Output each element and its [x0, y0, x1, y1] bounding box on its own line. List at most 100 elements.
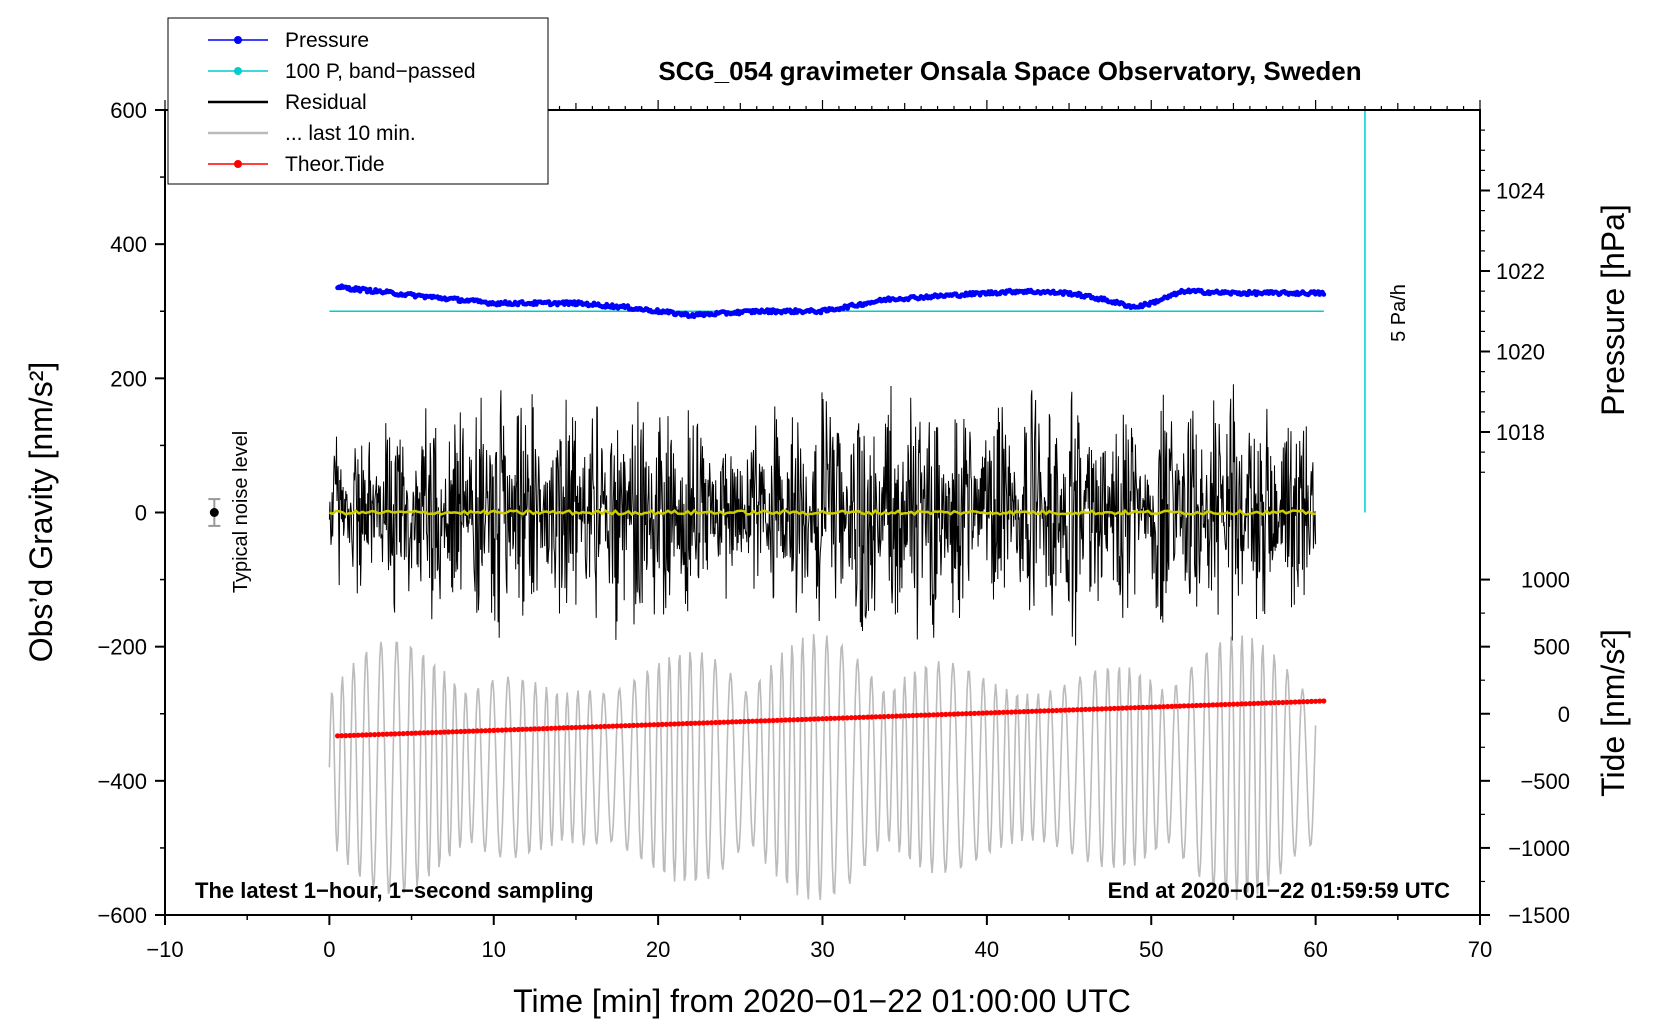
tide-point — [1251, 700, 1257, 707]
tide-point — [980, 710, 986, 716]
tide-point — [684, 720, 690, 727]
x-axis-title: Time [min] from 2020−01−22 01:00:00 UTC — [513, 983, 1131, 1019]
tide-point — [688, 720, 694, 727]
tide-point — [1308, 698, 1315, 705]
tide-point — [532, 726, 538, 732]
tide-point — [1124, 705, 1130, 711]
tide-point — [470, 728, 476, 734]
tide-point — [339, 733, 345, 739]
tide-tick-label: 500 — [1533, 635, 1570, 660]
tide-point — [602, 723, 608, 730]
tide-point — [1017, 709, 1023, 715]
tide-point — [659, 721, 665, 728]
x-tick-label: −10 — [146, 937, 183, 962]
tide-point — [1313, 698, 1319, 704]
tide-point — [1070, 707, 1076, 713]
y-axis-title: Obs’d Gravity [nm/s²] — [23, 362, 59, 663]
tide-point — [429, 729, 435, 736]
tide-point — [556, 725, 563, 731]
tide-point — [922, 712, 928, 718]
data-layer — [208, 110, 1366, 901]
tide-tick-label: −1000 — [1508, 836, 1570, 861]
tide-point — [1292, 699, 1298, 705]
legend-label: ... last 10 min. — [285, 122, 416, 145]
end-time-annotation: End at 2020−01−22 01:59:59 UTC — [1108, 878, 1451, 903]
tide-point — [676, 721, 682, 727]
tide-point — [902, 713, 908, 719]
tide-point — [503, 727, 509, 733]
legend: Pressure 100 P, band−passed Residual ... la… — [167, 17, 549, 185]
tide-point — [963, 711, 969, 717]
tide-tick-label: −500 — [1520, 769, 1570, 794]
tide-point — [1276, 700, 1282, 706]
tide-point — [1173, 703, 1179, 709]
tide-point — [881, 714, 887, 720]
tide-point — [988, 710, 994, 716]
tide-point — [700, 720, 706, 726]
tide-point — [910, 712, 916, 719]
tide-point — [1021, 709, 1027, 715]
tide-point — [1033, 708, 1039, 714]
tide-point — [355, 732, 361, 738]
tide-point — [622, 723, 628, 729]
tide-point — [445, 729, 452, 735]
noise-marker-point — [209, 508, 219, 517]
tide-point — [733, 719, 739, 725]
tide-point — [1091, 706, 1097, 712]
tide-point — [1111, 705, 1117, 712]
tide-point — [478, 728, 484, 734]
tide-point — [1193, 702, 1200, 709]
tide-point — [1243, 701, 1249, 707]
tide-point — [392, 731, 398, 737]
tide-point — [741, 718, 748, 725]
tide-point — [380, 731, 386, 737]
tide-point — [367, 732, 374, 738]
tide-point — [1230, 701, 1236, 707]
tide-point — [869, 714, 875, 720]
tide-point — [1165, 703, 1171, 710]
tide-point — [737, 719, 743, 725]
tide-point — [400, 731, 406, 737]
tide-point — [585, 724, 591, 730]
tide-point — [852, 715, 859, 721]
tide-point — [433, 729, 439, 736]
tide-point — [680, 721, 686, 727]
tide-point — [454, 729, 460, 735]
tide-point — [1239, 701, 1245, 707]
legend-label: Theor.Tide — [285, 153, 385, 176]
tide-point — [996, 709, 1002, 716]
tide-point — [425, 730, 431, 736]
tide-point — [363, 732, 369, 738]
tide-point — [1267, 700, 1273, 706]
tide-point — [1296, 699, 1302, 705]
chart-title: SCG_054 gravimeter Onsala Space Observat… — [658, 56, 1361, 86]
tide-point — [1210, 702, 1216, 708]
tide-point — [1004, 709, 1011, 715]
tide-point — [524, 726, 530, 732]
tide-point — [1152, 704, 1158, 710]
tide-point — [1304, 699, 1310, 705]
tide-point — [828, 715, 834, 722]
tide-axis-title: Tide [nm/s²] — [1595, 629, 1631, 797]
tide-point — [1206, 702, 1212, 708]
tide-point — [482, 728, 489, 734]
tide-point — [626, 723, 633, 729]
pressure-tick-label: 1024 — [1496, 179, 1545, 204]
tide-point — [1280, 699, 1286, 706]
tide-point — [967, 710, 974, 717]
tide-point — [1259, 700, 1265, 706]
tide-point — [409, 730, 415, 736]
tide-point — [1008, 709, 1015, 715]
tide-point — [1136, 704, 1142, 711]
tide-point — [1062, 707, 1068, 713]
tide-point — [1144, 704, 1150, 710]
tide-point — [450, 729, 456, 735]
tide-point — [959, 711, 965, 717]
tide-point — [1103, 706, 1109, 712]
x-tick-label: 50 — [1139, 937, 1163, 962]
tide-point — [811, 716, 817, 722]
y-tick-label: −200 — [97, 635, 147, 660]
tide-point — [388, 731, 394, 737]
tide-point — [552, 725, 559, 731]
tide-point — [1198, 702, 1204, 709]
